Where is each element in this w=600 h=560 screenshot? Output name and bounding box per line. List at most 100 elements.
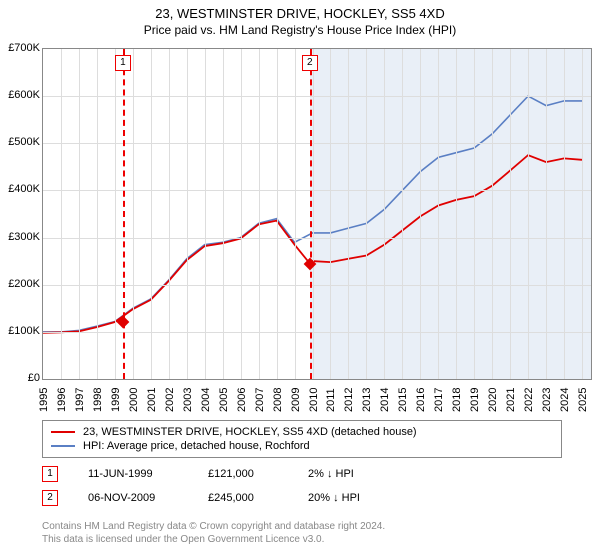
gridline-v — [223, 49, 224, 379]
gridline-h — [43, 143, 591, 144]
chart-plot-area: 12 — [42, 48, 592, 380]
gridline-v — [564, 49, 565, 379]
chart-container: 23, WESTMINSTER DRIVE, HOCKLEY, SS5 4XD … — [0, 0, 600, 560]
ytick-label: £600K — [0, 89, 40, 101]
xtick-label: 2015 — [397, 388, 409, 412]
gridline-v — [61, 49, 62, 379]
gridline-v — [546, 49, 547, 379]
xtick-label: 2014 — [379, 388, 391, 412]
ytick-label: £300K — [0, 231, 40, 243]
marker-vline — [123, 49, 125, 379]
xtick-label: 2017 — [433, 388, 445, 412]
gridline-v — [295, 49, 296, 379]
gridline-v — [259, 49, 260, 379]
gridline-v — [438, 49, 439, 379]
xtick-label: 2009 — [290, 388, 302, 412]
xtick-label: 2002 — [164, 388, 176, 412]
xtick-label: 2007 — [254, 388, 266, 412]
event-delta: 20% ↓ HPI — [308, 492, 398, 504]
gridline-v — [169, 49, 170, 379]
xtick-label: 2003 — [182, 388, 194, 412]
gridline-v — [348, 49, 349, 379]
chart-lines-svg — [43, 49, 591, 379]
xtick-label: 2023 — [541, 388, 553, 412]
xtick-label: 2020 — [487, 388, 499, 412]
gridline-v — [115, 49, 116, 379]
xtick-label: 2000 — [128, 388, 140, 412]
event-date: 06-NOV-2009 — [88, 492, 178, 504]
xtick-label: 2025 — [577, 388, 589, 412]
gridline-v — [133, 49, 134, 379]
ytick-label: £0 — [0, 372, 40, 384]
gridline-h — [43, 238, 591, 239]
legend-label: HPI: Average price, detached house, Roch… — [83, 440, 310, 452]
gridline-v — [582, 49, 583, 379]
event-row: 2 06-NOV-2009 £245,000 20% ↓ HPI — [42, 486, 562, 510]
gridline-v — [187, 49, 188, 379]
xtick-label: 2004 — [200, 388, 212, 412]
xtick-label: 2016 — [415, 388, 427, 412]
gridline-v — [510, 49, 511, 379]
marker-number-box: 2 — [302, 55, 318, 71]
gridline-v — [277, 49, 278, 379]
event-marker-box: 1 — [42, 466, 58, 482]
gridline-v — [79, 49, 80, 379]
ytick-label: £500K — [0, 136, 40, 148]
chart-subtitle: Price paid vs. HM Land Registry's House … — [0, 21, 600, 41]
xtick-label: 2001 — [146, 388, 158, 412]
xtick-label: 2022 — [523, 388, 535, 412]
gridline-v — [313, 49, 314, 379]
event-price: £245,000 — [208, 492, 278, 504]
gridline-v — [330, 49, 331, 379]
xtick-label: 2012 — [343, 388, 355, 412]
xtick-label: 1996 — [56, 388, 68, 412]
event-delta: 2% ↓ HPI — [308, 468, 398, 480]
events-table: 1 11-JUN-1999 £121,000 2% ↓ HPI 2 06-NOV… — [42, 462, 562, 510]
xtick-label: 2018 — [451, 388, 463, 412]
legend-item: 23, WESTMINSTER DRIVE, HOCKLEY, SS5 4XD … — [51, 425, 553, 439]
event-price: £121,000 — [208, 468, 278, 480]
gridline-h — [43, 190, 591, 191]
legend-swatch — [51, 445, 75, 447]
gridline-v — [492, 49, 493, 379]
gridline-h — [43, 332, 591, 333]
xtick-label: 2021 — [505, 388, 517, 412]
event-row: 1 11-JUN-1999 £121,000 2% ↓ HPI — [42, 462, 562, 486]
xtick-label: 2006 — [236, 388, 248, 412]
xtick-label: 1999 — [110, 388, 122, 412]
xtick-label: 1997 — [74, 388, 86, 412]
gridline-v — [456, 49, 457, 379]
ytick-label: £700K — [0, 42, 40, 54]
gridline-v — [402, 49, 403, 379]
xtick-label: 2013 — [361, 388, 373, 412]
marker-number-box: 1 — [115, 55, 131, 71]
xtick-label: 2011 — [325, 388, 337, 412]
xtick-label: 2008 — [272, 388, 284, 412]
event-marker-box: 2 — [42, 490, 58, 506]
legend-swatch — [51, 431, 75, 433]
ytick-label: £100K — [0, 325, 40, 337]
marker-vline — [310, 49, 312, 379]
gridline-h — [43, 96, 591, 97]
gridline-v — [151, 49, 152, 379]
xtick-label: 1995 — [38, 388, 50, 412]
xtick-label: 1998 — [92, 388, 104, 412]
xtick-label: 2019 — [469, 388, 481, 412]
gridline-v — [366, 49, 367, 379]
gridline-h — [43, 285, 591, 286]
event-date: 11-JUN-1999 — [88, 468, 178, 480]
legend-item: HPI: Average price, detached house, Roch… — [51, 439, 553, 453]
gridline-v — [420, 49, 421, 379]
ytick-label: £200K — [0, 278, 40, 290]
footer-line: This data is licensed under the Open Gov… — [42, 533, 385, 546]
xtick-label: 2010 — [308, 388, 320, 412]
gridline-v — [474, 49, 475, 379]
xtick-label: 2005 — [218, 388, 230, 412]
legend-label: 23, WESTMINSTER DRIVE, HOCKLEY, SS5 4XD … — [83, 426, 417, 438]
gridline-v — [97, 49, 98, 379]
gridline-v — [205, 49, 206, 379]
legend: 23, WESTMINSTER DRIVE, HOCKLEY, SS5 4XD … — [42, 420, 562, 458]
footer-attribution: Contains HM Land Registry data © Crown c… — [42, 520, 385, 546]
footer-line: Contains HM Land Registry data © Crown c… — [42, 520, 385, 533]
gridline-v — [528, 49, 529, 379]
